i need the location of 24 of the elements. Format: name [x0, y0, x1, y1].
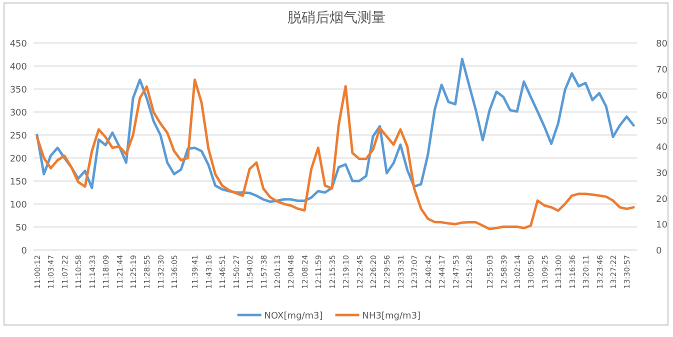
y2-tick-label: 40	[656, 143, 668, 153]
y2-tick-label: 80	[656, 40, 668, 50]
y-tick-label: 250	[10, 132, 28, 142]
y-tick-label: 350	[10, 86, 28, 96]
y2-tick-label: 30	[656, 168, 668, 179]
y-tick-label: 450	[10, 40, 28, 50]
y2-tick-label: 20	[656, 194, 668, 205]
chart-title: 脱硝后烟气测量	[288, 10, 386, 26]
y-tick-label: 300	[10, 108, 28, 118]
y-tick-label: 0	[21, 246, 28, 256]
y-tick-label: 50	[16, 224, 28, 234]
y2-tick-label: 50	[656, 117, 668, 128]
y2-tick-label: 0	[656, 246, 662, 256]
line-series	[36, 78, 635, 230]
y-tick-label: 150	[10, 178, 28, 188]
y2-tick-label: 70	[656, 65, 668, 76]
y2-tick-label: 60	[656, 91, 668, 102]
y-tick-label: 200	[10, 154, 28, 164]
legend-label: NOX[mg/m3]	[264, 312, 323, 322]
y-tick-label: 100	[10, 200, 28, 210]
legend-label: NH3[mg/m3]	[362, 312, 421, 322]
line-series	[36, 58, 635, 203]
y-tick-label: 400	[10, 62, 28, 72]
y2-tick-label: 10	[656, 220, 668, 231]
